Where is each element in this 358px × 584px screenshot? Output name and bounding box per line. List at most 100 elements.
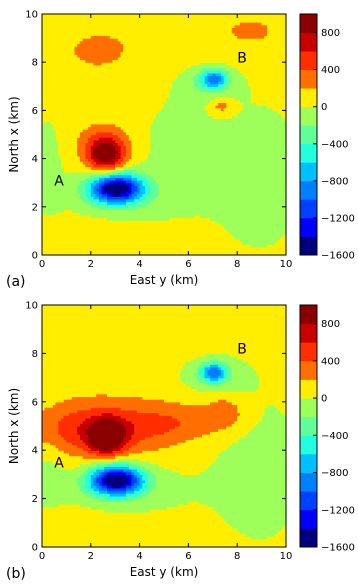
heatmap-cell	[188, 72, 192, 77]
heatmap-cell	[60, 244, 65, 248]
heatmap-cell	[136, 139, 141, 144]
heatmap-cell	[117, 236, 122, 240]
heatmap-cell	[139, 230, 143, 235]
heatmap-cell	[136, 16, 141, 20]
heatmap-cell	[93, 241, 97, 245]
heatmap-cell	[55, 222, 59, 227]
heatmap-cell	[82, 228, 86, 232]
heatmap-cell	[117, 241, 122, 245]
heatmap-cell	[71, 158, 76, 162]
heatmap-cell	[123, 105, 127, 109]
heatmap-cell	[101, 147, 105, 152]
heatmap-cell	[158, 59, 162, 63]
heatmap-cell	[134, 32, 138, 37]
heatmap-cell	[120, 48, 124, 53]
heatmap-cell	[126, 51, 130, 55]
heatmap-cell	[96, 38, 100, 42]
heatmap-cell	[147, 86, 152, 90]
heatmap-cell	[93, 94, 97, 98]
heatmap-cell	[164, 70, 168, 74]
heatmap-cell	[131, 115, 135, 120]
heatmap-cell	[174, 185, 179, 189]
heatmap-cell	[142, 196, 146, 200]
heatmap-cell	[166, 134, 171, 138]
heatmap-cell	[60, 174, 65, 178]
heatmap-cell	[115, 225, 119, 229]
heatmap-cell	[158, 123, 162, 128]
heatmap-cell	[60, 147, 65, 152]
heatmap-cell	[107, 22, 111, 26]
heatmap-cell	[188, 105, 192, 109]
heatmap-cell	[120, 16, 124, 20]
heatmap-cell	[131, 206, 135, 211]
heatmap-cell	[82, 27, 86, 31]
heatmap-cell	[74, 222, 78, 227]
heatmap-cell	[142, 113, 146, 117]
heatmap-cell	[136, 64, 141, 69]
heatmap-cell	[109, 51, 114, 55]
heatmap-cell	[77, 153, 81, 157]
heatmap-cell	[180, 177, 184, 181]
heatmap-cell	[136, 225, 141, 229]
heatmap-cell	[50, 56, 54, 61]
heatmap-cell	[96, 212, 100, 216]
heatmap-cell	[185, 222, 189, 227]
heatmap-cell	[79, 51, 84, 55]
heatmap-cell	[139, 169, 143, 173]
heatmap-cell	[96, 244, 100, 248]
heatmap-cell	[150, 158, 154, 162]
heatmap-cell	[90, 40, 95, 45]
heatmap-cell	[90, 163, 95, 168]
heatmap-cell	[145, 241, 149, 245]
heatmap-cell	[90, 43, 95, 47]
heatmap-cell	[52, 64, 57, 69]
heatmap-cell	[174, 145, 179, 149]
heatmap-cell	[44, 196, 49, 200]
heatmap-cell	[164, 190, 168, 195]
heatmap-cell	[115, 196, 119, 200]
heatmap-cell	[66, 212, 70, 216]
heatmap-cell	[104, 113, 108, 117]
heatmap-cell	[88, 230, 92, 235]
heatmap-cell	[107, 113, 111, 117]
heatmap-cell	[93, 246, 97, 251]
heatmap-cell	[55, 27, 59, 31]
heatmap-cell	[172, 180, 176, 184]
heatmap-cell	[131, 220, 135, 224]
heatmap-cell	[169, 246, 173, 251]
heatmap-cell	[158, 163, 162, 168]
heatmap-cell	[74, 233, 78, 237]
heatmap-cell	[120, 147, 124, 152]
heatmap-cell	[117, 233, 122, 237]
heatmap-cell	[104, 209, 108, 213]
heatmap-cell	[166, 185, 171, 189]
heatmap-cell	[104, 30, 108, 34]
heatmap-cell	[101, 67, 105, 71]
heatmap-cell	[134, 153, 138, 157]
heatmap-cell	[166, 190, 171, 195]
heatmap-cell	[185, 161, 189, 165]
heatmap-cell	[88, 244, 92, 248]
heatmap-cell	[60, 38, 65, 42]
heatmap-cell	[153, 22, 157, 26]
heatmap-cell	[96, 46, 100, 50]
heatmap-cell	[85, 99, 89, 103]
heatmap-cell	[112, 204, 116, 208]
heatmap-cell	[142, 198, 146, 203]
heatmap-cell	[58, 105, 62, 109]
heatmap-cell	[85, 241, 89, 245]
heatmap-cell	[126, 131, 130, 136]
heatmap-cell	[50, 54, 54, 58]
heatmap-cell	[134, 107, 138, 111]
heatmap-cell	[79, 174, 84, 178]
heatmap-cell	[155, 102, 160, 106]
heatmap-cell	[147, 75, 152, 79]
heatmap-cell	[155, 99, 160, 103]
heatmap-cell	[109, 155, 114, 160]
heatmap-cell	[128, 27, 133, 31]
heatmap-cell	[79, 56, 84, 61]
heatmap-cell	[77, 32, 81, 37]
heatmap-cell	[58, 121, 62, 125]
heatmap-cell	[155, 107, 160, 111]
heatmap-cell	[123, 88, 127, 93]
